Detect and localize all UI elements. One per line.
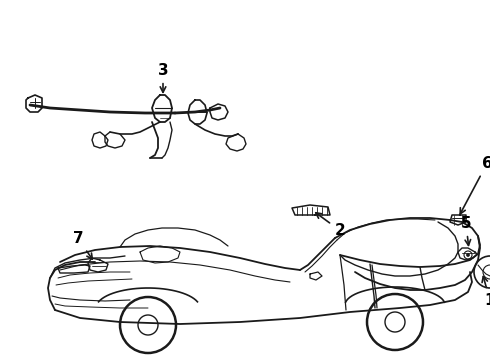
Circle shape — [466, 253, 469, 256]
Text: 4: 4 — [0, 359, 1, 360]
Text: 2: 2 — [316, 213, 345, 238]
Text: 1: 1 — [482, 276, 490, 308]
Text: 5: 5 — [461, 216, 471, 246]
Text: 3: 3 — [158, 63, 168, 93]
Text: 7: 7 — [73, 231, 92, 259]
Text: 6: 6 — [460, 156, 490, 214]
